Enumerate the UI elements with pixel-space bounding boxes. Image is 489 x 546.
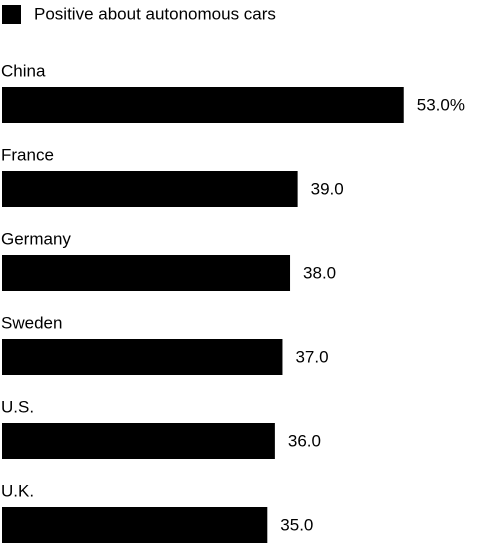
- value-label: 36.0: [288, 431, 321, 450]
- bar: [2, 255, 291, 291]
- category-label: France: [1, 145, 54, 164]
- bar: [2, 423, 275, 459]
- legend-swatch: [2, 5, 21, 24]
- category-label: Germany: [1, 229, 71, 248]
- category-label: China: [1, 61, 46, 80]
- legend-label: Positive about autonomous cars: [34, 4, 276, 23]
- category-label: Sweden: [1, 313, 62, 332]
- category-label: U.K.: [1, 481, 34, 500]
- bar: [2, 171, 298, 207]
- bar: [2, 507, 268, 543]
- value-label: 35.0: [280, 515, 313, 534]
- value-label: 53.0%: [417, 95, 465, 114]
- value-label: 39.0: [311, 179, 344, 198]
- bar: [2, 339, 283, 375]
- value-label: 37.0: [295, 347, 328, 366]
- category-label: U.S.: [1, 397, 34, 416]
- bar: [2, 87, 404, 123]
- value-label: 38.0: [303, 263, 336, 282]
